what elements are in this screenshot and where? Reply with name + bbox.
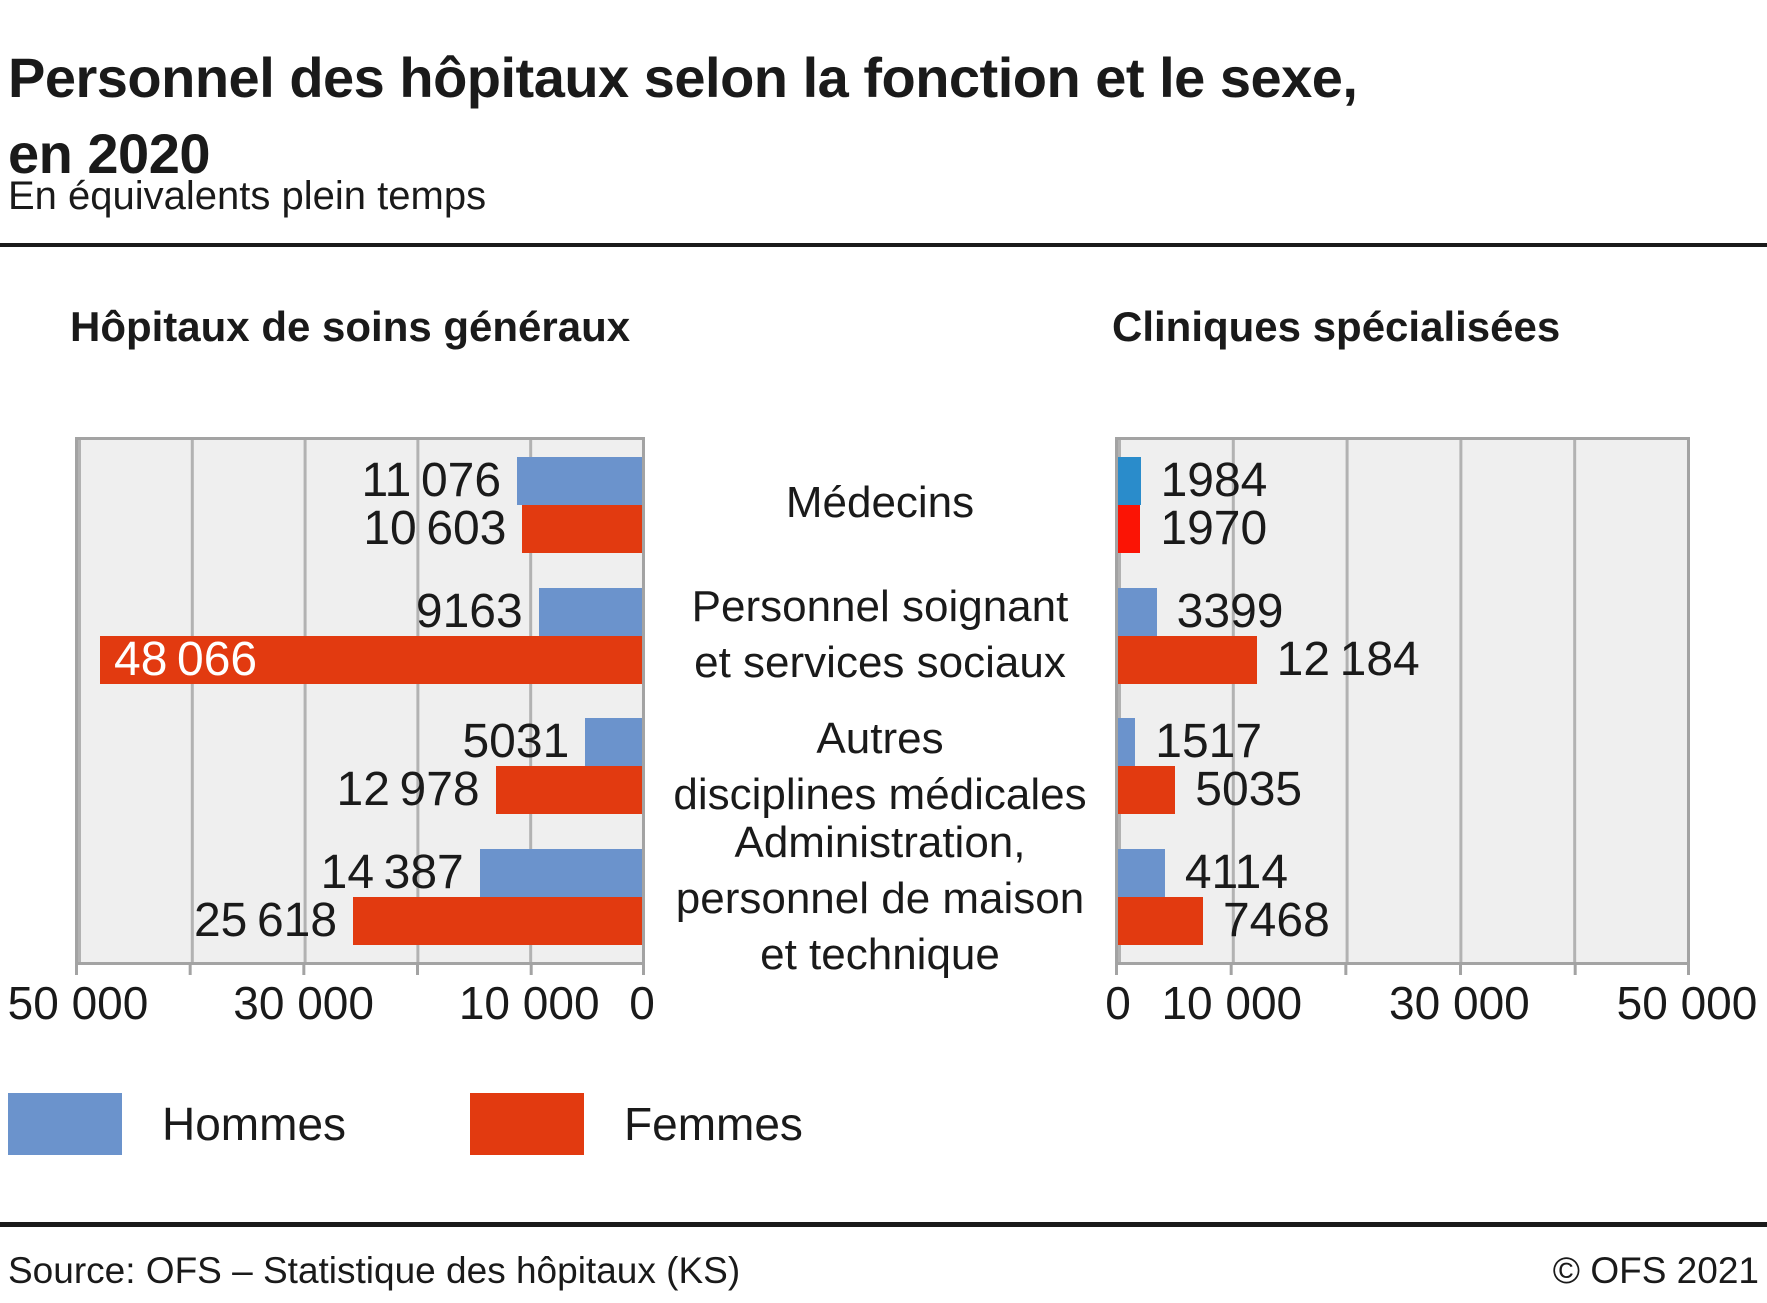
right-group-administration: 4114 7468 (1118, 832, 1687, 963)
page-subtitle: En équivalents plein temps (8, 174, 487, 218)
right-admin-femmes-row: 7468 (1118, 893, 1687, 947)
legend-label-hommes: Hommes (162, 1098, 347, 1150)
right-group-soignant: 3399 12 184 (1118, 571, 1687, 702)
source-note: Source: OFS – Statistique des hôpitaux (… (8, 1250, 741, 1291)
left-soignant-hommes-bar (538, 587, 642, 636)
left-medecins-femmes-row: 10 603 (78, 502, 642, 556)
left-group-autres: 5031 12 978 (78, 701, 642, 832)
left-autres-hommes-bar (585, 718, 642, 767)
footer: Source: OFS – Statistique des hôpitaux (… (8, 1250, 1759, 1292)
right-autres-hommes-bar (1118, 718, 1136, 767)
left-medecins-hommes-bar (517, 457, 642, 506)
bar-value-label: 4114 (1184, 845, 1289, 899)
left-admin-femmes-bar (353, 896, 642, 945)
bar-value-label: 5035 (1195, 763, 1303, 817)
right-admin-hommes-row: 4114 (1118, 845, 1687, 899)
bar-value-label: 1970 (1160, 502, 1268, 556)
right-soignant-hommes-row: 3399 (1118, 584, 1687, 638)
right-x-axis: 0 10 000 30 000 50 000 (1105, 977, 1757, 1036)
left-axis-ticks (75, 962, 645, 975)
bar-value-label: 5031 (462, 715, 570, 769)
left-plot-area: 11 076 10 603 9163 48 066 5031 12 978 14… (8, 437, 655, 1026)
left-x-axis: 50 000 30 000 10 000 0 (8, 977, 655, 1036)
right-medecins-hommes-row: 1984 (1118, 454, 1687, 508)
top-divider (0, 243, 1767, 247)
bar-value-label: 3399 (1176, 584, 1284, 638)
axis-tick-label: 0 (629, 977, 655, 1029)
right-group-medecins: 1984 1970 (1118, 440, 1687, 571)
hommes-swatch-icon (8, 1093, 122, 1155)
femmes-swatch-icon (470, 1093, 585, 1155)
bar-value-label: 1517 (1155, 715, 1263, 769)
legend-label-femmes: Femmes (624, 1098, 803, 1150)
bar-value-label: 11 076 (361, 454, 502, 508)
left-group-administration: 14 387 25 618 (78, 832, 642, 963)
footer-divider (0, 1222, 1767, 1227)
left-medecins-hommes-row: 11 076 (78, 454, 642, 508)
right-admin-hommes-bar (1118, 848, 1165, 897)
right-medecins-femmes-bar (1118, 505, 1141, 554)
left-admin-hommes-bar (479, 848, 642, 897)
right-group-autres: 1517 5035 (1118, 701, 1687, 832)
left-admin-femmes-row: 25 618 (78, 893, 642, 947)
axis-tick-label: 10 000 (1161, 977, 1303, 1029)
bar-value-label: 10 603 (363, 502, 507, 556)
bar-value-label: 12 184 (1276, 632, 1420, 686)
left-autres-femmes-bar (495, 766, 642, 815)
left-autres-hommes-row: 5031 (78, 715, 642, 769)
right-soignant-femmes-row: 12 184 (1118, 632, 1687, 686)
bar-value-label: 7468 (1222, 893, 1330, 947)
right-axis-ticks (1115, 962, 1690, 975)
right-soignant-femmes-bar (1118, 635, 1257, 684)
bar-value-label-inside: 48 066 (114, 632, 258, 686)
left-medecins-femmes-bar (522, 505, 642, 554)
category-label-administration: Administration, personnel de maison et t… (675, 818, 1085, 979)
legend: Hommes Femmes (8, 1092, 803, 1156)
left-soignant-femmes-bar (99, 635, 642, 684)
left-group-soignant: 9163 48 066 (78, 571, 642, 702)
right-autres-hommes-row: 1517 (1118, 715, 1687, 769)
category-labels-column: Médecins Personnel soignant et services … (645, 437, 1115, 979)
page-title: Personnel des hôpitaux selon la fonction… (8, 45, 1358, 185)
right-plot-area: 1984 1970 3399 12 184 1517 5035 4114 (1105, 437, 1757, 1026)
copyright-note: © OFS 2021 (1552, 1250, 1759, 1291)
legend-item-hommes: Hommes (8, 1093, 346, 1155)
bar-value-label: 25 618 (193, 893, 338, 947)
right-autres-femmes-row: 5035 (1118, 763, 1687, 817)
category-label-autres: Autres disciplines médicales (673, 714, 1087, 819)
right-soignant-hommes-bar (1118, 587, 1157, 636)
legend-item-femmes: Femmes (470, 1093, 803, 1155)
category-label-medecins: Médecins (785, 478, 975, 527)
right-autres-femmes-bar (1118, 766, 1176, 815)
category-label-soignant: Personnel soignant et services sociaux (691, 582, 1069, 687)
axis-tick-label: 0 (1105, 977, 1131, 1029)
left-admin-hommes-row: 14 387 (78, 845, 642, 899)
bar-value-label: 9163 (415, 584, 523, 638)
left-soignant-hommes-row: 9163 (78, 584, 642, 638)
right-medecins-hommes-bar (1118, 457, 1141, 506)
left-group-medecins: 11 076 10 603 (78, 440, 642, 571)
axis-tick-label: 10 000 (458, 977, 600, 1029)
axis-tick-label: 50 000 (1616, 977, 1758, 1029)
left-autres-femmes-row: 12 978 (78, 763, 642, 817)
right-medecins-femmes-row: 1970 (1118, 502, 1687, 556)
right-panel-title: Cliniques spécialisées (1112, 303, 1561, 350)
right-admin-femmes-bar (1118, 896, 1203, 945)
left-soignant-femmes-row: 48 066 (78, 632, 642, 686)
axis-tick-label: 30 000 (1389, 977, 1530, 1029)
axis-tick-label: 50 000 (7, 977, 149, 1029)
axis-tick-label: 30 000 (233, 977, 374, 1029)
bar-value-label: 12 978 (336, 763, 480, 817)
left-panel-title: Hôpitaux de soins généraux (70, 303, 631, 350)
bar-value-label: 1984 (1160, 454, 1268, 508)
bar-value-label: 14 387 (320, 845, 464, 899)
